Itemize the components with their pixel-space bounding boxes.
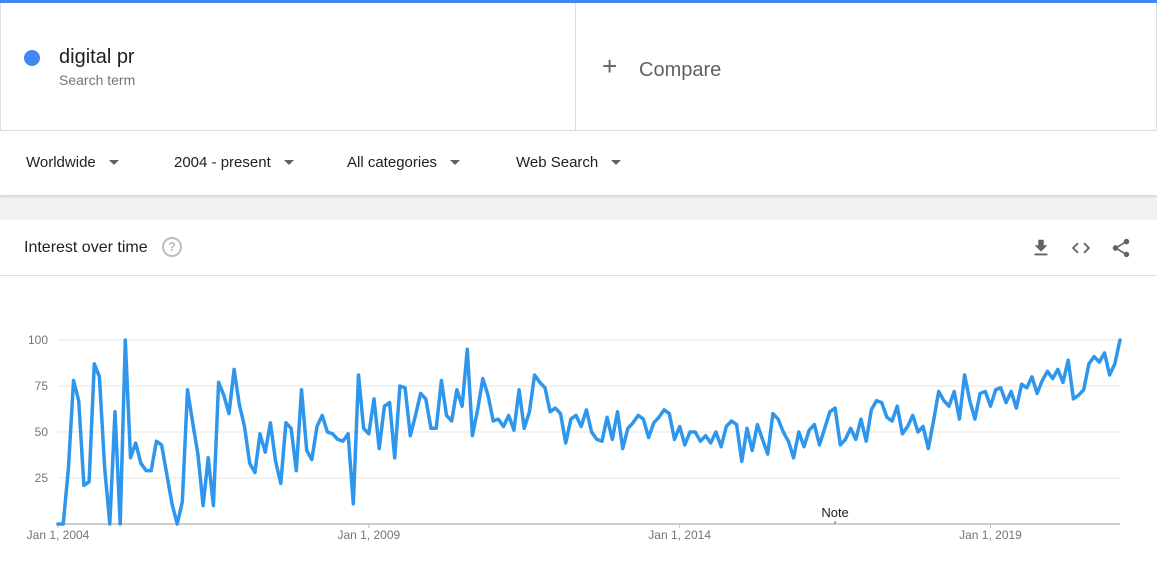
- series-color-dot: [24, 50, 40, 66]
- x-tick-label: Jan 1, 2019: [959, 528, 1022, 542]
- interest-over-time-card: Interest over time ? 25 50 75 100 Jan 1, 200…: [0, 220, 1157, 565]
- y-tick-label: 50: [35, 425, 49, 439]
- y-tick-label: 100: [28, 333, 48, 347]
- search-term-name[interactable]: digital pr: [59, 46, 135, 68]
- caret-down-icon: [283, 160, 294, 165]
- category-dropdown[interactable]: All categories: [347, 154, 461, 171]
- search-property-dropdown[interactable]: Web Search: [516, 154, 622, 171]
- filter-bar: Worldwide 2004 - present All categories …: [0, 131, 1157, 195]
- card-title: Interest over time: [24, 239, 148, 256]
- share-icon[interactable]: [1110, 237, 1132, 259]
- caret-down-icon: [450, 160, 461, 165]
- plus-icon: +: [602, 51, 618, 81]
- interest-line-chart[interactable]: 25 50 75 100 Jan 1, 2004 Jan 1, 2009 Jan 1, 20…: [0, 276, 1157, 565]
- search-property-label: Web Search: [516, 154, 599, 171]
- x-tick-label: Jan 1, 2004: [27, 528, 90, 542]
- card-header: Interest over time ?: [0, 220, 1157, 276]
- compare-button[interactable]: + Compare: [576, 3, 1157, 131]
- y-tick-label: 25: [35, 471, 49, 485]
- y-tick-label: 75: [35, 379, 49, 393]
- caret-down-icon: [611, 160, 622, 165]
- download-icon[interactable]: [1030, 237, 1052, 259]
- caret-down-icon: [108, 160, 119, 165]
- category-label: All categories: [347, 154, 438, 171]
- search-term-type: Search term: [59, 72, 136, 88]
- help-icon[interactable]: ?: [162, 237, 182, 257]
- x-tick-label: Jan 1, 2014: [648, 528, 711, 542]
- search-term-card[interactable]: digital pr Search term: [0, 3, 576, 131]
- series-line[interactable]: [56, 338, 1122, 526]
- embed-icon[interactable]: [1070, 237, 1092, 259]
- note-annotation[interactable]: Note: [821, 505, 848, 520]
- search-terms-bar: digital pr Search term + Compare: [0, 3, 1157, 131]
- region-label: Worldwide: [26, 154, 96, 171]
- time-range-dropdown[interactable]: 2004 - present: [174, 154, 294, 171]
- region-dropdown[interactable]: Worldwide: [26, 154, 119, 171]
- compare-label: Compare: [639, 59, 722, 81]
- x-tick-label: Jan 1, 2009: [337, 528, 400, 542]
- top-accent-bar: [0, 0, 1157, 3]
- time-range-label: 2004 - present: [174, 154, 271, 171]
